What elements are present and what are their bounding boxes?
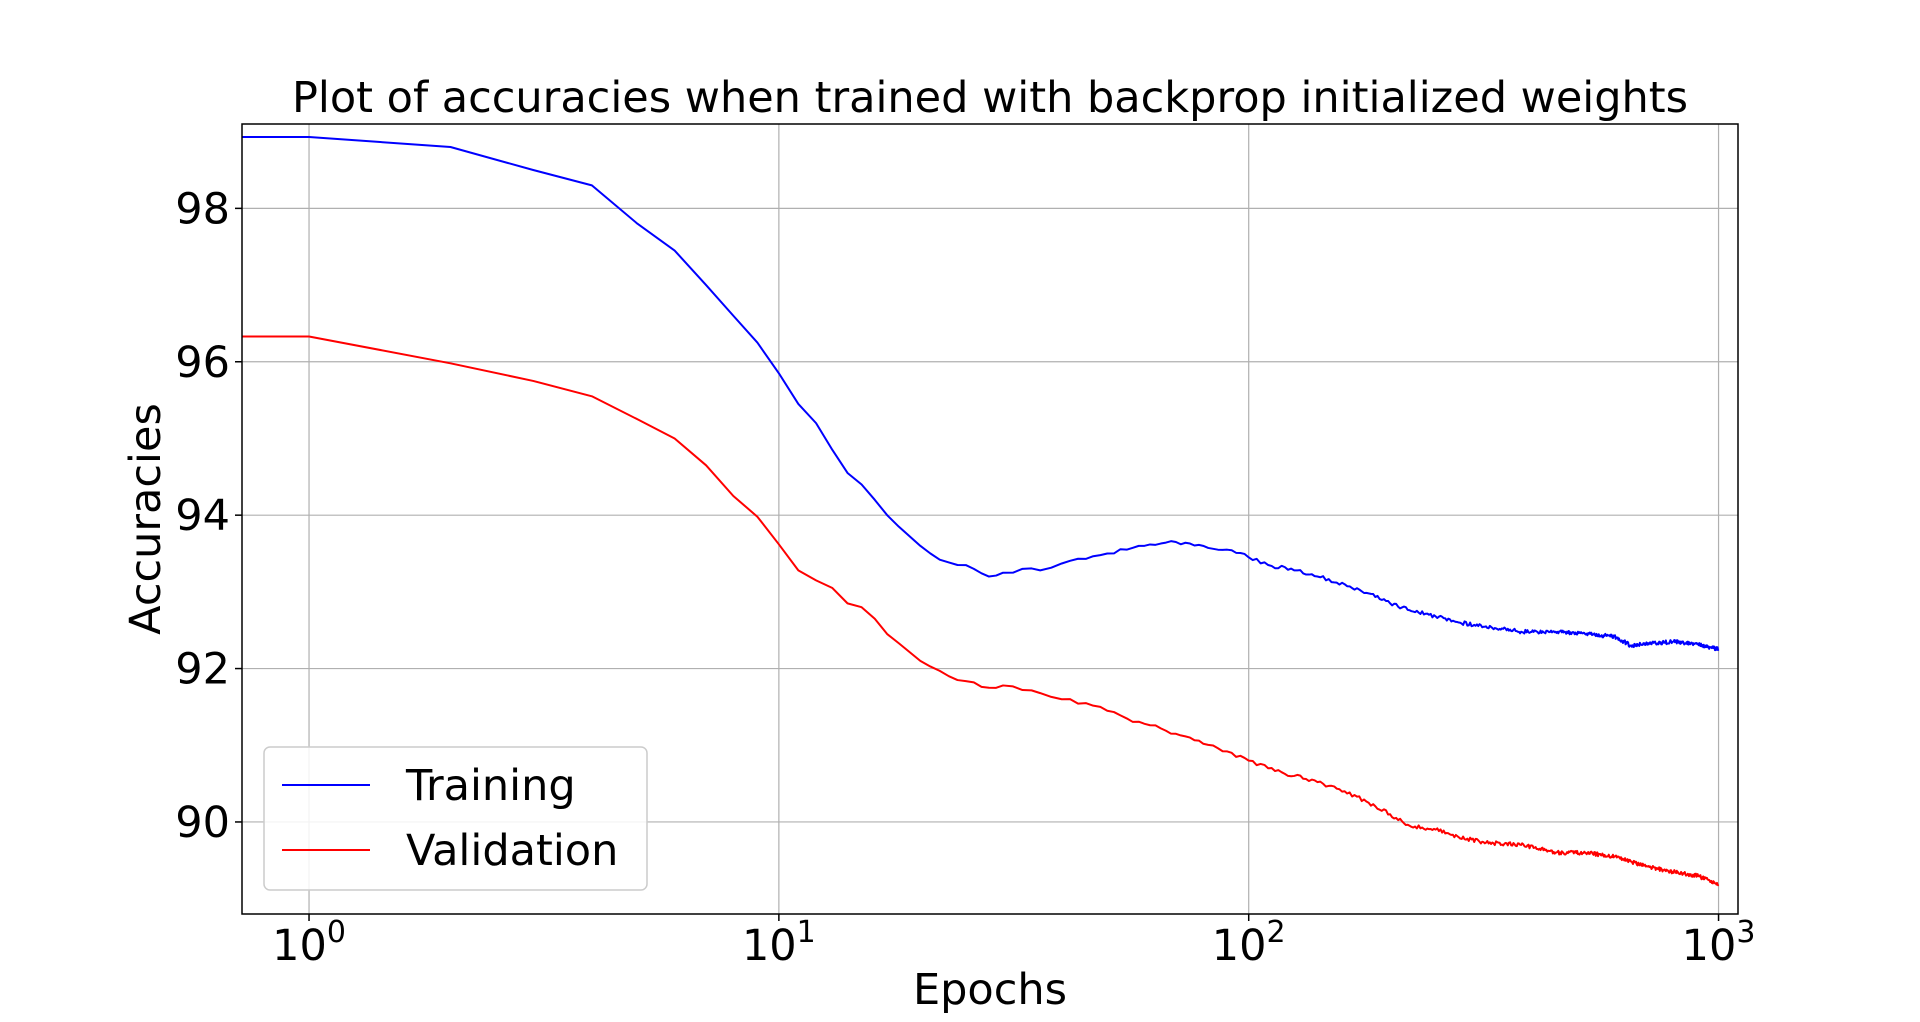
y-tick-label: 92	[175, 645, 230, 695]
legend: Training Validation	[263, 746, 648, 891]
y-axis-ticks: 90 92 94 96 98	[175, 184, 242, 848]
chart-title: Plot of accuracies when trained with bac…	[292, 73, 1688, 123]
series-layer	[242, 136, 1720, 887]
y-tick-label: 96	[175, 338, 230, 388]
legend-label-validation: Validation	[406, 826, 618, 876]
y-axis-label: Accuracies	[121, 403, 171, 635]
x-tick-label: 101	[742, 915, 816, 971]
plot-frame	[241, 123, 1739, 915]
series-line-validation	[242, 335, 1720, 887]
x-axis-ticks: 100 101 102 103	[272, 914, 1755, 971]
series-line-training	[242, 136, 1720, 652]
x-tick-label: 102	[1212, 915, 1286, 971]
y-tick-label: 98	[175, 184, 230, 234]
x-tick-label: 103	[1682, 915, 1756, 971]
y-tick-label: 90	[175, 798, 230, 848]
legend-label-training: Training	[405, 761, 576, 811]
y-tick-label: 94	[175, 491, 230, 541]
x-tick-label: 100	[272, 915, 346, 971]
legend-box	[263, 746, 648, 891]
x-axis-label: Epochs	[913, 965, 1067, 1015]
